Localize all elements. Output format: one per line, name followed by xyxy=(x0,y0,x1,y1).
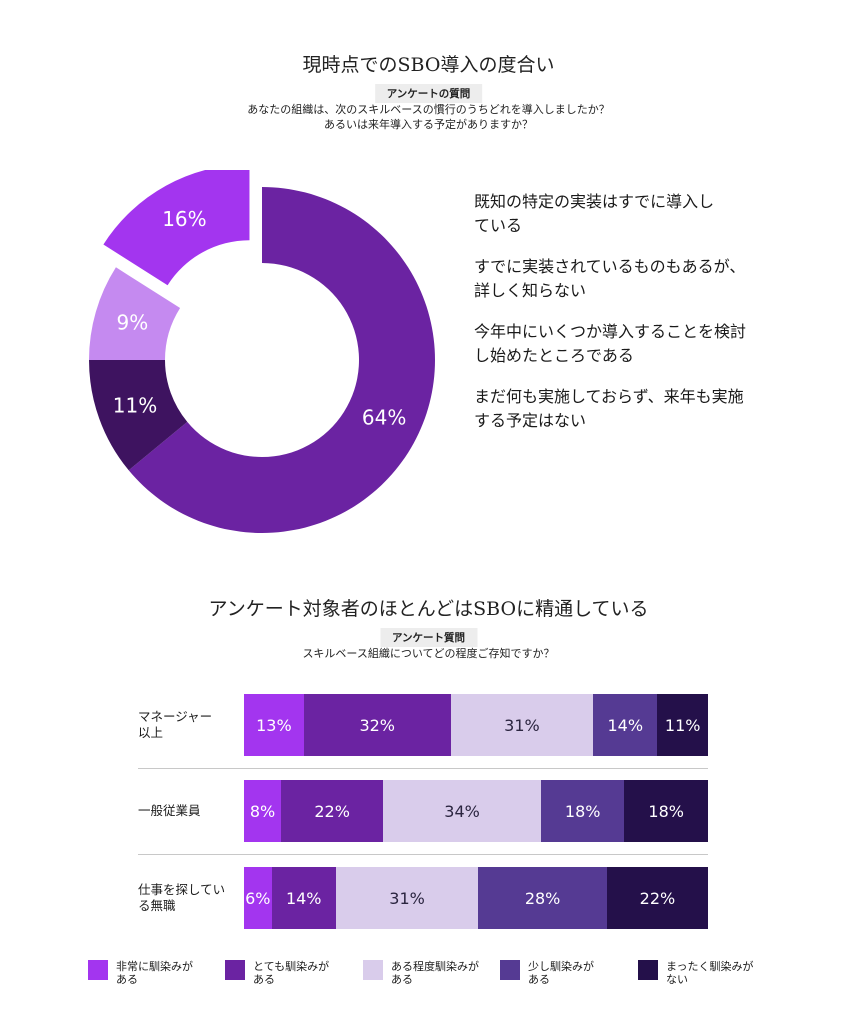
row-separator xyxy=(138,854,708,855)
question-tag: アンケート質問 xyxy=(379,628,478,647)
legend-label: すでに実装されているものもあるが、 詳しく知らない xyxy=(474,253,745,301)
row-label-line: 仕事を探してい xyxy=(138,882,226,897)
legend-item: 既知の特定の実装はすでに導入し ている xyxy=(474,188,714,236)
legend-label: 少し馴染みが ある xyxy=(528,960,628,986)
legend-item: ある程度馴染みが ある xyxy=(363,960,491,986)
stacked-bar: 8% 22% 34% 18% 18% xyxy=(244,780,708,842)
row-label-line: る無職 xyxy=(138,898,176,913)
donut-slice xyxy=(103,170,250,286)
legend-label-line: ある xyxy=(391,973,413,986)
legend-item: 少し馴染みが ある xyxy=(500,960,628,986)
bar-segment: 13% xyxy=(244,694,304,756)
bar-segment: 8% xyxy=(244,780,282,842)
question-line: あるいは来年導入する予定がありますか？ xyxy=(324,118,533,131)
row-label-line: 以上 xyxy=(138,725,164,740)
legend-swatch xyxy=(88,960,108,980)
legend-label-line: ある xyxy=(528,973,550,986)
legend-label-line: し始めたところである xyxy=(474,346,634,365)
question-line: あなたの組織は、次のスキルベースの慣行のうちどれを導入しましたか？ xyxy=(247,103,610,116)
legend-item: すでに実装されているものもあるが、 詳しく知らない xyxy=(474,253,745,301)
legend-item: まだ何も実施しておらず、来年も実施 する予定はない xyxy=(474,383,744,431)
bar-segment: 31% xyxy=(335,867,479,929)
legend-swatch xyxy=(225,960,245,980)
legend-label: とても馴染みが ある xyxy=(253,960,353,986)
legend-label: 非常に馴染みが ある xyxy=(116,960,216,986)
legend-label-line: 非常に馴染みが xyxy=(116,960,193,973)
legend-swatch xyxy=(638,960,658,980)
bar-chart-title: アンケート対象者のほとんどはSBOに精通している xyxy=(208,598,649,620)
legend-label-line: 今年中にいくつか導入することを検討 xyxy=(474,322,747,341)
legend-item: 今年中にいくつか導入することを検討 し始めたところである xyxy=(474,318,746,366)
row-label: 仕事を探してい る無職 xyxy=(138,882,238,914)
legend-label-line: ない xyxy=(666,973,688,986)
row-label: マネージャー 以上 xyxy=(138,709,238,741)
legend-label-line: ある xyxy=(116,973,138,986)
bar-segment: 14% xyxy=(271,867,336,929)
stacked-bar: 6% 14% 31% 28% 22% xyxy=(244,867,708,929)
legend-label: まだ何も実施しておらず、来年も実施 する予定はない xyxy=(474,383,744,431)
row-separator xyxy=(138,768,708,769)
slice-label: 9% xyxy=(116,310,148,334)
bar-segment: 31% xyxy=(450,694,594,756)
legend-label-line: まったく馴染みが xyxy=(666,960,754,973)
legend-item: とても馴染みが ある xyxy=(225,960,353,986)
legend-item: まったく馴染みが ない xyxy=(638,960,766,986)
question-text: あなたの組織は、次のスキルベースの慣行のうちどれを導入しましたか？ あるいは来年… xyxy=(0,102,857,132)
row-label: 一般従業員 xyxy=(138,803,238,819)
bar-segment: 32% xyxy=(303,694,451,756)
donut-slice xyxy=(128,187,435,533)
stacked-bar: 13% 32% 31% 14% 11% xyxy=(244,694,708,756)
legend-label-line: 少し馴染みが xyxy=(528,960,594,973)
slice-label: 64% xyxy=(362,405,406,429)
legend-swatch xyxy=(500,960,520,980)
slice-label: 16% xyxy=(162,207,206,231)
legend-label-line: ている xyxy=(474,216,523,235)
legend-label-line: すでに実装されているものもあるが、 xyxy=(474,257,746,276)
legend-label-line: ある xyxy=(253,973,275,986)
donut-slice xyxy=(89,360,188,471)
legend-label-line: する予定はない xyxy=(474,411,587,430)
bar-segment: 22% xyxy=(281,780,384,842)
legend-label-line: 詳しく知らない xyxy=(474,281,587,300)
legend-item: 非常に馴染みが ある xyxy=(88,960,216,986)
donut-chart-title: 現時点でのSBO導入の度合い xyxy=(302,54,555,76)
legend-label: 既知の特定の実装はすでに導入し ている xyxy=(474,188,714,236)
question-line: スキルベース組織についてどの程度ご存知ですか？ xyxy=(302,647,555,660)
question-tag: アンケートの質問 xyxy=(374,84,483,103)
bar-segment: 6% xyxy=(244,867,272,929)
legend-label: 今年中にいくつか導入することを検討 し始めたところである xyxy=(474,318,746,366)
question-text: スキルベース組織についてどの程度ご存知ですか？ xyxy=(0,646,857,661)
bar-segment: 28% xyxy=(478,867,607,929)
bar-legend: 非常に馴染みが ある とても馴染みが ある ある程度馴染みが ある 少し馴染みが ある まったく… xyxy=(88,960,788,1000)
legend-label-line: まだ何も実施しておらず、来年も実施 xyxy=(474,387,744,406)
legend-label-line: ある程度馴染みが xyxy=(391,960,479,973)
row-label-line: マネージャー xyxy=(138,709,213,724)
bar-segment: 11% xyxy=(657,694,708,756)
legend-label-line: とても馴染みが xyxy=(253,960,330,973)
slice-label: 11% xyxy=(113,394,157,418)
legend-swatch xyxy=(363,960,383,980)
donut-chart: 64% 11% 9% 16% xyxy=(89,170,435,533)
legend-label: まったく馴染みが ない xyxy=(666,960,766,986)
legend-label: ある程度馴染みが ある xyxy=(391,960,491,986)
legend-label-line: 既知の特定の実装はすでに導入し xyxy=(474,192,715,211)
bar-segment: 34% xyxy=(383,780,541,842)
bar-segment: 18% xyxy=(624,780,708,842)
bar-segment: 14% xyxy=(593,694,658,756)
bar-segment: 18% xyxy=(540,780,625,842)
row-label-line: 一般従業員 xyxy=(138,803,201,818)
donut-slice xyxy=(89,267,181,360)
bar-segment: 22% xyxy=(606,867,708,929)
